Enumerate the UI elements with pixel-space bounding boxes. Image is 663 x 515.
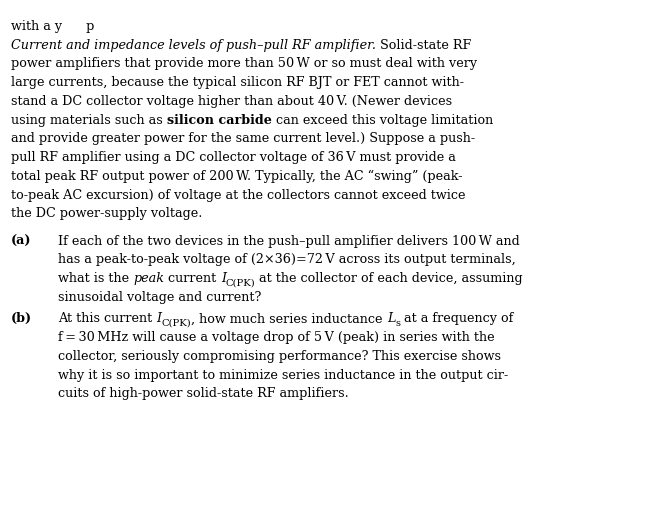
Text: (b): (b) bbox=[11, 313, 32, 325]
Text: why it is so important to minimize series inductance in the output cir-: why it is so important to minimize serie… bbox=[58, 369, 509, 382]
Text: the DC power-supply voltage.: the DC power-supply voltage. bbox=[11, 208, 202, 220]
Text: , how much series inductance: , how much series inductance bbox=[192, 313, 387, 325]
Text: to-peak AC excursion) of voltage at the collectors cannot exceed twice: to-peak AC excursion) of voltage at the … bbox=[11, 188, 465, 201]
Text: has a peak-to-peak voltage of (2×36)=72 V across its output terminals,: has a peak-to-peak voltage of (2×36)=72 … bbox=[58, 253, 516, 266]
Text: what is the: what is the bbox=[58, 272, 133, 285]
Text: cuits of high-power solid-state RF amplifiers.: cuits of high-power solid-state RF ampli… bbox=[58, 387, 349, 400]
Text: power amplifiers that provide more than 50 W or so must deal with very: power amplifiers that provide more than … bbox=[11, 57, 477, 71]
Text: silicon carbide: silicon carbide bbox=[167, 114, 272, 127]
Text: (a): (a) bbox=[11, 234, 32, 248]
Text: at a frequency of: at a frequency of bbox=[400, 313, 514, 325]
Text: f = 30 MHz will cause a voltage drop of 5 V (peak) in series with the: f = 30 MHz will cause a voltage drop of … bbox=[58, 331, 495, 344]
Text: Current and impedance levels of push–pull RF amplifier.: Current and impedance levels of push–pul… bbox=[11, 39, 376, 52]
Text: stand a DC collector voltage higher than about 40 V. (Newer devices: stand a DC collector voltage higher than… bbox=[11, 95, 452, 108]
Text: and provide greater power for the same current level.) Suppose a push-: and provide greater power for the same c… bbox=[11, 132, 475, 145]
Text: collector, seriously compromising performance? This exercise shows: collector, seriously compromising perfor… bbox=[58, 350, 501, 363]
Text: using materials such as: using materials such as bbox=[11, 114, 167, 127]
Text: pull RF amplifier using a DC collector voltage of 36 V must provide a: pull RF amplifier using a DC collector v… bbox=[11, 151, 456, 164]
Text: L: L bbox=[387, 313, 395, 325]
Text: sinusoidal voltage and current?: sinusoidal voltage and current? bbox=[58, 291, 262, 304]
Text: can exceed this voltage limitation: can exceed this voltage limitation bbox=[272, 114, 493, 127]
Text: current: current bbox=[164, 272, 221, 285]
Text: I: I bbox=[156, 313, 162, 325]
Text: s: s bbox=[395, 319, 400, 328]
Text: with a y      p: with a y p bbox=[11, 20, 95, 33]
Text: total peak RF output power of 200 W. Typically, the AC “swing” (peak-: total peak RF output power of 200 W. Typ… bbox=[11, 169, 463, 183]
Text: peak: peak bbox=[133, 272, 164, 285]
Text: C(PK): C(PK) bbox=[162, 319, 192, 328]
Text: C(PK): C(PK) bbox=[225, 279, 255, 287]
Text: At this current: At this current bbox=[58, 313, 156, 325]
Text: Solid-state RF: Solid-state RF bbox=[376, 39, 471, 52]
Text: I: I bbox=[221, 272, 225, 285]
Text: large currents, because the typical silicon RF BJT or FET cannot with-: large currents, because the typical sili… bbox=[11, 76, 464, 89]
Text: If each of the two devices in the push–pull amplifier delivers 100 W and: If each of the two devices in the push–p… bbox=[58, 234, 520, 248]
Text: at the collector of each device, assuming: at the collector of each device, assumin… bbox=[255, 272, 523, 285]
